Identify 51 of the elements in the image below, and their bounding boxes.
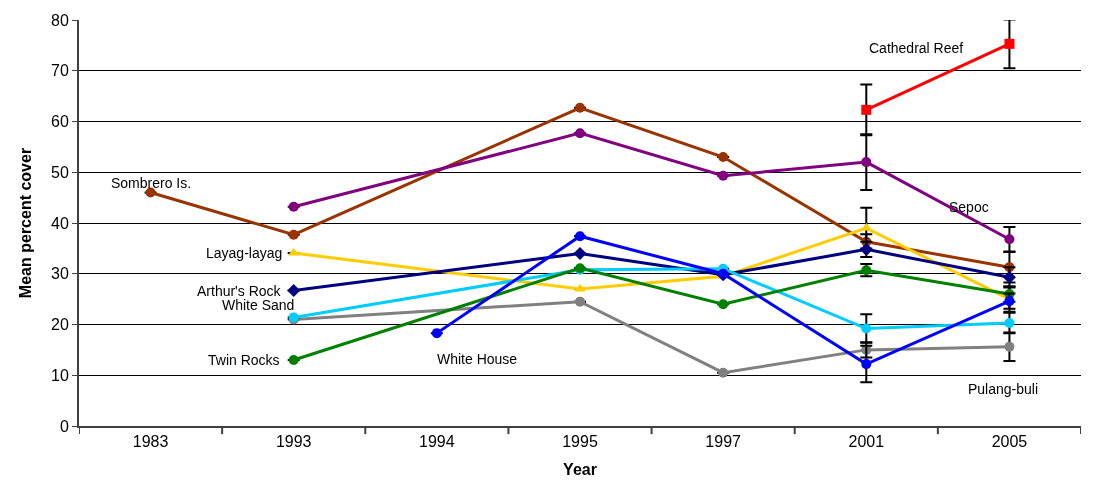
x-tick-label: 1993 [275, 433, 312, 451]
annotation: Twin Rocks [208, 352, 280, 368]
y-tick-label: 60 [51, 113, 69, 131]
annotation: White House [437, 351, 518, 367]
x-axis-title: Year [563, 461, 597, 479]
point [431, 328, 442, 339]
y-tick-label: 50 [51, 163, 69, 181]
point [575, 128, 585, 139]
point [575, 296, 585, 307]
point [861, 104, 872, 115]
point [1004, 38, 1015, 49]
point [718, 170, 729, 181]
point [288, 201, 299, 212]
x-tick-label: 2005 [991, 433, 1028, 451]
annotation: Cathedral Reef [869, 40, 964, 56]
x-tick-label: 1983 [132, 433, 169, 451]
annotation: Layag-layag [206, 245, 283, 261]
point [861, 323, 872, 334]
annotation: White Sand [222, 297, 295, 313]
y-tick-label: 20 [51, 316, 69, 334]
annotation: Sombrero Is. [111, 175, 192, 191]
y-tick-label: 80 [51, 11, 69, 29]
point [718, 299, 729, 310]
y-tick-label: 10 [51, 366, 69, 384]
x-tick-label: 2001 [848, 433, 885, 451]
annotation: Pulang-buli [968, 381, 1039, 397]
point [288, 229, 299, 240]
annotation: Sepoc [949, 199, 989, 215]
point [573, 246, 587, 260]
point [861, 157, 872, 168]
point [861, 359, 872, 370]
point [1004, 234, 1015, 245]
point [718, 152, 729, 163]
y-tick-label: 30 [51, 265, 69, 283]
point [287, 284, 301, 297]
point [288, 355, 299, 366]
y-axis-title: Mean percent cover [17, 147, 35, 299]
point [145, 187, 156, 198]
y-tick-label: 40 [51, 214, 69, 232]
point [575, 102, 585, 113]
x-tick-label: 1997 [705, 433, 742, 451]
annotation: Arthur's Rock [197, 283, 282, 299]
x-tick-label: 1994 [419, 433, 455, 451]
point [1002, 270, 1016, 284]
point [1004, 341, 1015, 352]
point [575, 231, 585, 242]
point [1004, 317, 1015, 328]
point [718, 367, 729, 378]
y-tick-label: 0 [59, 417, 69, 435]
y-tick-label: 70 [51, 62, 69, 80]
x-tick-label: 1995 [562, 433, 598, 451]
